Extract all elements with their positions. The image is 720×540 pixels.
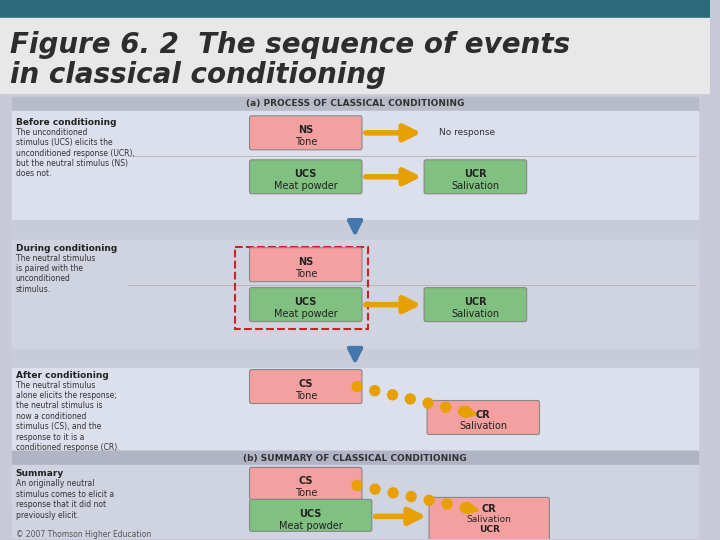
Point (124, 281, 132, 288)
Circle shape (387, 390, 397, 400)
Point (692, 153, 701, 159)
Bar (12, 97, 698, 111)
FancyBboxPatch shape (424, 160, 526, 194)
Text: Salivation: Salivation (467, 515, 512, 524)
Point (692, 281, 701, 288)
Text: UCR: UCR (464, 296, 487, 307)
Text: After conditioning: After conditioning (16, 370, 109, 380)
Bar (235, 247, 368, 329)
Circle shape (424, 495, 434, 505)
Text: No response: No response (439, 129, 495, 137)
Bar (12, 465, 698, 539)
FancyBboxPatch shape (250, 288, 362, 322)
Text: © 2007 Thomson Higher Education: © 2007 Thomson Higher Education (16, 530, 151, 539)
Text: An originally neutral
stimulus comes to elicit a
response that it did not
previo: An originally neutral stimulus comes to … (16, 480, 114, 519)
FancyBboxPatch shape (250, 468, 362, 500)
Text: UCR: UCR (464, 169, 487, 179)
Bar (12, 451, 698, 465)
Text: CR: CR (476, 409, 490, 420)
Circle shape (441, 402, 451, 412)
Text: Salivation: Salivation (459, 422, 508, 431)
Text: UCS: UCS (294, 169, 317, 179)
Circle shape (442, 499, 452, 509)
Text: UCS: UCS (294, 296, 317, 307)
Bar (12, 240, 698, 348)
Point (124, 153, 132, 159)
Text: During conditioning: During conditioning (16, 244, 117, 253)
Bar (12, 368, 698, 449)
Circle shape (352, 481, 362, 490)
Text: (b) SUMMARY OF CLASSICAL CONDITIONING: (b) SUMMARY OF CLASSICAL CONDITIONING (243, 454, 467, 463)
FancyBboxPatch shape (250, 248, 362, 282)
Bar (10, 95, 701, 509)
Text: Tone: Tone (294, 488, 317, 498)
Text: Salivation: Salivation (451, 309, 500, 319)
Text: Meat powder: Meat powder (279, 521, 343, 531)
Circle shape (423, 398, 433, 408)
Circle shape (406, 491, 416, 502)
Text: UCR: UCR (479, 525, 500, 534)
Text: UCS: UCS (300, 509, 322, 519)
Text: NS: NS (298, 125, 313, 135)
FancyBboxPatch shape (250, 500, 372, 531)
FancyBboxPatch shape (424, 288, 526, 322)
Circle shape (388, 488, 398, 498)
Circle shape (370, 484, 380, 494)
Circle shape (460, 503, 470, 512)
Text: Salivation: Salivation (451, 181, 500, 191)
FancyBboxPatch shape (429, 497, 549, 540)
Text: CS: CS (299, 379, 313, 389)
Bar (12, 111, 698, 219)
Circle shape (352, 382, 362, 392)
Text: The neutral stimulus
is paired with the
unconditioned
stimulus.: The neutral stimulus is paired with the … (16, 254, 95, 294)
Bar (0, 0, 710, 18)
Text: in classical conditioning: in classical conditioning (10, 61, 386, 89)
Text: Tone: Tone (294, 137, 317, 147)
Text: NS: NS (298, 256, 313, 267)
Text: The neutral stimulus
alone elicits the response;
the neutral stimulus is
now a c: The neutral stimulus alone elicits the r… (16, 381, 120, 452)
FancyBboxPatch shape (250, 369, 362, 403)
Text: Meat powder: Meat powder (274, 309, 338, 319)
Text: Summary: Summary (16, 469, 64, 478)
Text: CS: CS (299, 476, 313, 487)
FancyBboxPatch shape (250, 160, 362, 194)
FancyBboxPatch shape (427, 401, 539, 435)
Text: CR: CR (482, 504, 497, 515)
Text: The unconditioned
stimulus (UCS) elicits the
unconditioned response (UCR),
but t: The unconditioned stimulus (UCS) elicits… (16, 128, 135, 178)
FancyBboxPatch shape (250, 116, 362, 150)
Circle shape (459, 407, 469, 416)
Circle shape (405, 394, 415, 404)
Circle shape (370, 386, 379, 396)
Text: (a) PROCESS OF CLASSICAL CONDITIONING: (a) PROCESS OF CLASSICAL CONDITIONING (246, 99, 464, 109)
Text: Before conditioning: Before conditioning (16, 118, 117, 127)
Text: Tone: Tone (294, 390, 317, 401)
Text: Tone: Tone (294, 269, 317, 279)
Text: Meat powder: Meat powder (274, 181, 338, 191)
Bar (0, 18, 710, 93)
Text: Figure 6. 2  The sequence of events: Figure 6. 2 The sequence of events (10, 31, 570, 59)
